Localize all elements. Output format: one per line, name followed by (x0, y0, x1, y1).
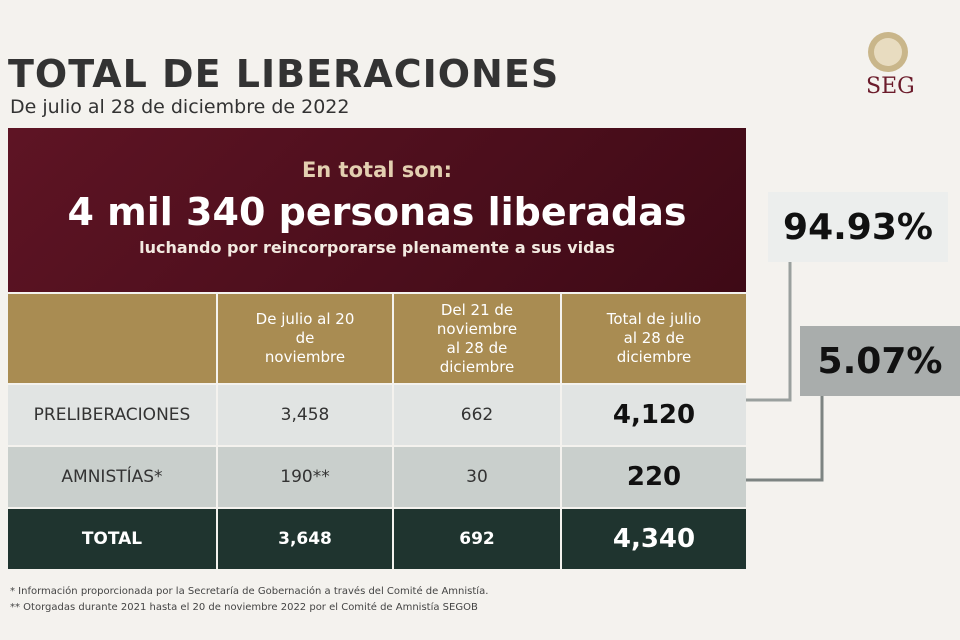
footnote: ** Otorgadas durante 2021 hasta el 20 de… (10, 602, 478, 613)
table-cell: 3,458 (218, 385, 392, 445)
banner-headline: 4 mil 340 personas liberadas (67, 190, 687, 234)
column-header: De julio al 20 de noviembre (218, 294, 392, 383)
logo: SEG (866, 30, 960, 99)
banner: En total son: 4 mil 340 personas liberad… (8, 128, 746, 292)
table-cell: 30 (394, 447, 560, 507)
header-cell (8, 294, 216, 383)
table-cell: 4,340 (562, 509, 746, 569)
table-cell: 3,648 (218, 509, 392, 569)
percent-callout: 5.07% (800, 326, 960, 396)
footnote: * Información proporcionada por la Secre… (10, 586, 489, 597)
subtitle: De julio al 28 de diciembre de 2022 (10, 96, 350, 118)
row-label: PRELIBERACIONES (8, 385, 216, 445)
column-header: Total de julio al 28 de diciembre (562, 294, 746, 383)
table-cell: 692 (394, 509, 560, 569)
table-cell: 220 (562, 447, 746, 507)
table-cell: 4,120 (562, 385, 746, 445)
column-header: Del 21 de noviembre al 28 de diciembre (394, 294, 560, 383)
logo-emblem (868, 32, 908, 72)
logo-text: SEG (866, 74, 915, 99)
footnotes: * Información proporcionada por la Secre… (10, 584, 488, 616)
banner-tagline: luchando por reincorporarse plenamente a… (139, 238, 615, 257)
percent-callout: 94.93% (768, 192, 948, 262)
row-label: TOTAL (8, 509, 216, 569)
title: TOTAL DE LIBERACIONES (8, 52, 560, 96)
banner-intro: En total son: (301, 158, 453, 182)
row-label: AMNISTÍAS* (8, 447, 216, 507)
table-cell: 662 (394, 385, 560, 445)
connector (746, 396, 824, 482)
connector (746, 262, 792, 402)
table-cell: 190** (218, 447, 392, 507)
